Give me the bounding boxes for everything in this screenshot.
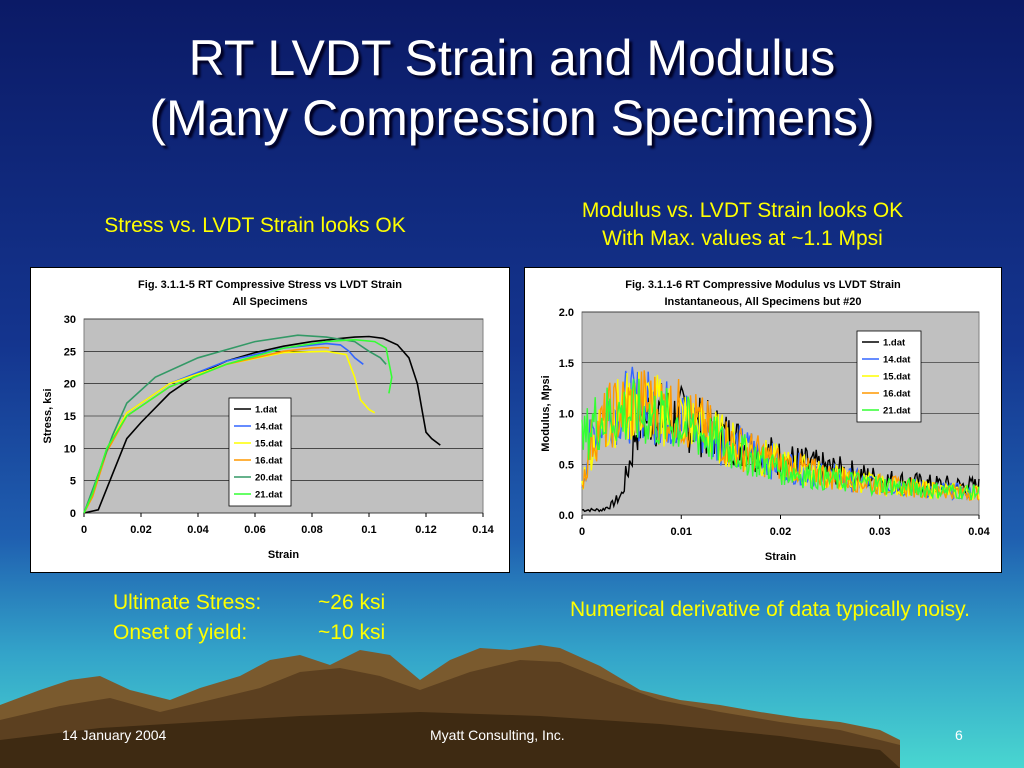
legend-label: 20.dat: [255, 473, 283, 484]
stress-strain-chart: Fig. 3.1.1-5 RT Compressive Stress vs LV…: [30, 267, 510, 573]
x-tick-label: 0.04: [187, 524, 209, 536]
legend-box: [228, 397, 292, 507]
x-tick-label: 0.04: [968, 526, 990, 538]
modulus-strain-chart: Fig. 3.1.1-6 RT Compressive Modulus vs L…: [524, 267, 1002, 573]
x-tick-label: 0: [81, 524, 87, 536]
x-tick-label: 0.02: [770, 526, 791, 538]
x-tick-label: 0.08: [301, 524, 322, 536]
y-tick-label: 15: [64, 411, 76, 423]
series-line-1-dat: [83, 335, 441, 514]
y-tick-label: 25: [64, 346, 76, 358]
x-axis-label: Strain: [268, 549, 299, 561]
footer-page-number: 6: [955, 727, 963, 743]
legend-label: 16.dat: [883, 389, 911, 400]
y-tick-label: 30: [64, 314, 76, 326]
x-tick-label: 0.01: [671, 526, 692, 538]
x-tick-label: 0.1: [361, 524, 376, 536]
y-tick-label: 10: [64, 443, 76, 455]
footer-date: 14 January 2004: [62, 727, 167, 743]
y-axis-label: Stress, ksi: [42, 388, 54, 443]
stat-value: ~26 ksi: [318, 591, 386, 614]
stress-strain-chart-svg: Fig. 3.1.1-5 RT Compressive Stress vs LV…: [42, 279, 495, 561]
stat-label: Onset of yield:: [113, 621, 248, 644]
right-caption-line-1: Modulus vs. LVDT Strain looks OK: [581, 199, 904, 222]
right-caption-line-2: With Max. values at ~1.1 Mpsi: [602, 227, 883, 250]
legend-label: 15.dat: [255, 439, 283, 450]
y-tick-label: 5: [70, 476, 76, 488]
title-line-1: RT LVDT Strain and Modulus: [188, 30, 836, 86]
x-tick-label: 0.12: [415, 524, 436, 536]
x-tick-label: 0.06: [244, 524, 265, 536]
y-tick-label: 20: [64, 379, 76, 391]
y-tick-label: 0.5: [559, 459, 574, 471]
x-tick-label: 0.02: [130, 524, 151, 536]
legend-label: 21.dat: [255, 490, 283, 501]
left-caption: Stress vs. LVDT Strain looks OK: [104, 214, 406, 237]
slide-title: RT LVDT Strain and Modulus (Many Compres…: [0, 28, 1024, 148]
chart-title: Fig. 3.1.1-5 RT Compressive Stress vs LV…: [138, 279, 402, 291]
x-tick-label: 0: [579, 526, 585, 538]
stat-row-onset-of-yield: Onset of yield: ~10 ksi: [113, 618, 385, 648]
series-line-21-dat: [83, 338, 393, 514]
y-tick-label: 1.5: [559, 358, 574, 370]
series-line-20-dat: [83, 334, 387, 514]
legend-label: 14.dat: [883, 355, 911, 366]
footer-company: Myatt Consulting, Inc.: [430, 727, 565, 743]
legend-label: 1.dat: [255, 405, 278, 416]
stat-label: Ultimate Stress:: [113, 591, 262, 614]
legend-label: 16.dat: [255, 456, 283, 467]
legend-label: 15.dat: [883, 372, 911, 383]
legend-label: 21.dat: [883, 406, 911, 417]
chart-subtitle: All Specimens: [232, 296, 307, 308]
stats-block: Ultimate Stress: ~26 ksi Onset of yield: ~…: [113, 588, 385, 648]
legend-label: 1.dat: [883, 338, 906, 349]
modulus-strain-chart-svg: Fig. 3.1.1-6 RT Compressive Modulus vs L…: [540, 279, 991, 563]
y-tick-label: 1.0: [559, 409, 574, 421]
x-tick-label: 0.14: [472, 524, 494, 536]
y-tick-label: 2.0: [559, 307, 574, 319]
y-tick-label: 0.0: [559, 510, 574, 522]
right-caption: Modulus vs. LVDT Strain looks OK With Ma…: [520, 197, 965, 253]
noise-note: Numerical derivative of data typically n…: [570, 598, 970, 621]
stat-row-ultimate-stress: Ultimate Stress: ~26 ksi: [113, 588, 385, 618]
title-line-2: (Many Compression Specimens): [149, 90, 875, 146]
x-axis-label: Strain: [765, 551, 796, 563]
x-tick-label: 0.03: [869, 526, 890, 538]
legend-label: 14.dat: [255, 422, 283, 433]
y-tick-label: 0: [70, 508, 76, 520]
series-line-21-dat: [581, 378, 980, 500]
stat-value: ~10 ksi: [318, 621, 386, 644]
y-axis-label: Modulus, Mpsi: [540, 375, 552, 451]
chart-title: Fig. 3.1.1-6 RT Compressive Modulus vs L…: [625, 279, 901, 291]
chart-subtitle: Instantaneous, All Specimens but #20: [664, 296, 861, 308]
